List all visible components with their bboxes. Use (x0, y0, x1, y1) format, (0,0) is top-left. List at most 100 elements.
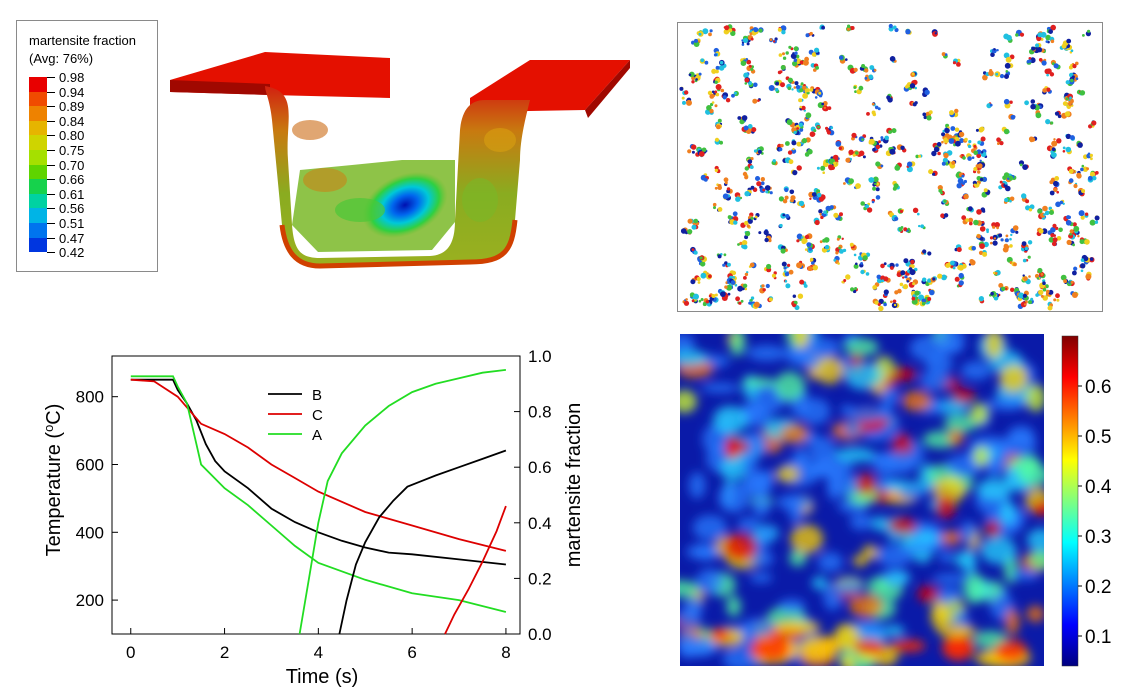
legend-swatch (29, 106, 47, 121)
series-line-a-martensite (298, 369, 507, 635)
legend-label: A (312, 427, 322, 444)
legend-value: 0.84 (59, 113, 85, 129)
temperature-martensite-chart: Time (s) Temperature (oC) martensite fra… (0, 330, 650, 693)
legend-tick (47, 223, 55, 224)
legend-row: 0.84 (29, 114, 149, 136)
legend-swatch (29, 208, 47, 223)
speckle-image (677, 22, 1103, 312)
y-axis-left-label: Temperature (oC) (41, 404, 66, 557)
hat-profile-part (170, 52, 630, 269)
y-left-tick-label: 800 (76, 388, 104, 407)
legend-value: 0.89 (59, 99, 85, 115)
colorbar-tick-label: 0.6 (1085, 377, 1111, 398)
y-axis-right-label: martensite fraction (563, 403, 585, 568)
legend-tick (47, 106, 55, 108)
legend-label: C (312, 407, 323, 424)
x-tick-label: 4 (314, 643, 323, 662)
legend-swatch (29, 223, 47, 238)
legend-swatch (29, 77, 47, 92)
legend-tick (47, 164, 55, 166)
colorbar-tick-label: 0.5 (1085, 427, 1111, 448)
legend-value: 0.42 (59, 245, 85, 261)
channel-body (265, 86, 530, 266)
legend-swatch (29, 164, 47, 180)
legend-row: 0.66 (29, 172, 149, 194)
legend-swatch (29, 120, 47, 136)
y-right-tick-label: 0.2 (528, 569, 552, 588)
plot-frame (111, 355, 521, 635)
y-right-tick-label: 0.0 (528, 625, 552, 644)
legend-label: B (312, 387, 322, 404)
legend-tick (47, 237, 55, 239)
legend-tick (47, 252, 55, 254)
series-line-a-temperature (130, 375, 507, 613)
y-left-tick-label: 600 (76, 455, 104, 474)
series-line-b-martensite (338, 449, 507, 635)
legend-row: 0.51 (29, 216, 149, 238)
series-line-c-martensite (444, 505, 507, 635)
legend-swatch (29, 150, 47, 165)
legend-swatch (29, 135, 47, 150)
chart-series (130, 369, 507, 635)
chart-axes: 0 2 4 6 8 200 400 600 800 0.0 0.2 0.4 0.6 0.8 1.0 (76, 347, 552, 662)
colorbar (1061, 335, 1079, 667)
legend-subtitle: (Avg: 76%) (29, 51, 94, 66)
x-tick-label: 0 (126, 643, 135, 662)
heatmap-image: 0.6 0.5 0.4 0.3 0.2 0.1 (680, 334, 1112, 667)
legend-row: 0.98 (29, 70, 149, 92)
colorbar-tick-label: 0.3 (1085, 527, 1111, 548)
y-left-tick-label: 200 (76, 591, 104, 610)
x-tick-label: 6 (407, 643, 416, 662)
fem-contour-panel: martensite fraction (Avg: 76%) 0.98 0.94 0… (0, 0, 650, 310)
legend-swatch (29, 237, 47, 253)
contour-legend: martensite fraction (Avg: 76%) 0.98 0.94 0… (16, 20, 158, 272)
y-right-tick-label: 0.8 (528, 403, 552, 422)
colorbar-tick-label: 0.1 (1085, 627, 1111, 648)
legend-value: 0.75 (59, 143, 85, 158)
right-flange (470, 60, 630, 112)
legend-tick (47, 193, 55, 195)
y-right-tick-label: 1.0 (528, 347, 552, 366)
legend-row: 0.42 (29, 245, 149, 267)
legend-tick (47, 91, 55, 93)
legend-value: 0.56 (59, 201, 85, 217)
legend-title: martensite fraction (29, 33, 136, 48)
legend-value: 0.70 (59, 157, 85, 173)
legend-row: 0.70 (29, 158, 149, 180)
legend-row: 0.89 (29, 99, 149, 121)
legend-swatch (29, 179, 47, 194)
legend-tick (47, 77, 55, 78)
y-right-tick-label: 0.4 (528, 514, 552, 533)
line-chart-svg: Time (s) Temperature (oC) martensite fra… (41, 347, 586, 688)
chart-legend: BCA (268, 387, 323, 444)
microstructure-speckle-panel (677, 22, 1103, 312)
legend-value: 0.47 (59, 230, 85, 246)
colorbar-tick-label: 0.2 (1085, 577, 1111, 598)
speckle-grains (679, 23, 1100, 312)
legend-tick (47, 208, 55, 210)
legend-tick (47, 179, 55, 181)
legend-value: 0.94 (59, 84, 85, 100)
colorbar-tick-label: 0.4 (1085, 477, 1112, 498)
x-axis-label: Time (s) (286, 666, 359, 688)
legend-swatch (29, 193, 47, 209)
legend-tick (47, 150, 55, 151)
legend-tick (47, 120, 55, 122)
legend-row: 0.61 (29, 187, 149, 209)
legend-value: 0.66 (59, 172, 85, 188)
legend-row: 0.47 (29, 231, 149, 253)
legend-row: 0.80 (29, 128, 149, 150)
legend-value: 0.51 (59, 216, 85, 231)
y-left-tick-label: 400 (76, 523, 104, 542)
martensite-heatmap-panel: 0.6 0.5 0.4 0.3 0.2 0.1 (677, 331, 1123, 671)
x-tick-label: 2 (220, 643, 229, 662)
legend-value: 0.80 (59, 128, 85, 144)
colorbar-ticks: 0.6 0.5 0.4 0.3 0.2 0.1 (1078, 377, 1112, 648)
legend-swatch (29, 91, 47, 107)
y-right-tick-label: 0.6 (528, 458, 552, 477)
legend-row: 0.94 (29, 85, 149, 107)
legend-tick (47, 135, 55, 137)
x-tick-label: 8 (501, 643, 510, 662)
legend-row: 0.75 (29, 143, 149, 165)
legend-value: 0.98 (59, 70, 85, 85)
